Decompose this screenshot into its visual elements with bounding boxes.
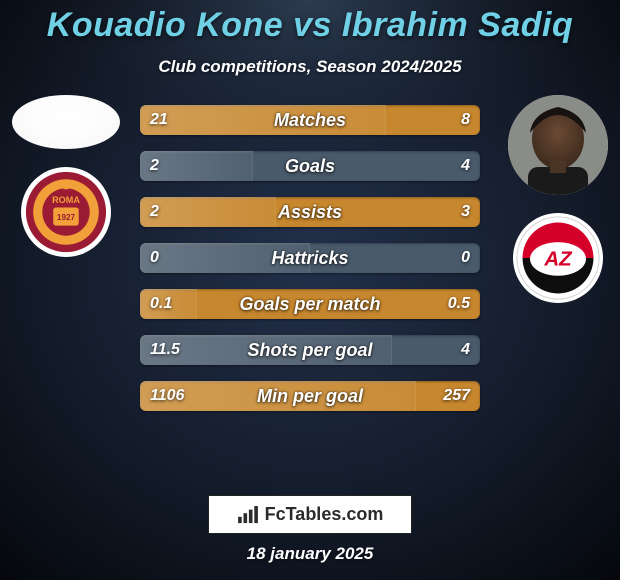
stat-bar: 0.1 0.5 Goals per match (140, 289, 480, 319)
stat-label: Goals (285, 156, 335, 177)
stat-row: 2 3 Assists (140, 197, 480, 227)
comparison-chart: ROMA 1927 (0, 95, 620, 495)
footer-date: 18 january 2025 (247, 544, 374, 564)
stat-value-left: 1106 (150, 387, 184, 405)
stat-row: 0 0 Hattricks (140, 243, 480, 273)
stat-value-left: 0 (150, 249, 159, 267)
stat-bar: 2 3 Assists (140, 197, 480, 227)
stat-label: Goals per match (239, 294, 380, 315)
stat-label: Hattricks (271, 248, 348, 269)
stat-row: 21 8 Matches (140, 105, 480, 135)
stat-row: 0.1 0.5 Goals per match (140, 289, 480, 319)
stat-label: Shots per goal (247, 340, 372, 361)
subtitle: Club competitions, Season 2024/2025 (158, 57, 461, 77)
brand-chart-icon (237, 506, 259, 524)
comparison-bars: 21 8 Matches 2 4 Goals 2 3 Assists 0 0 Hattricks 0.1… (140, 105, 480, 411)
stat-row: 2 4 Goals (140, 151, 480, 181)
stat-value-right: 0.5 (448, 295, 470, 313)
stat-value-right: 4 (461, 341, 470, 359)
svg-text:AZ: AZ (543, 247, 573, 270)
stat-label: Matches (274, 110, 346, 131)
player-photo-icon (508, 95, 608, 195)
svg-text:ROMA: ROMA (52, 195, 80, 205)
brand-text: FcTables.com (265, 504, 384, 525)
stat-value-right: 3 (461, 203, 470, 221)
az-badge-icon: AZ (516, 216, 600, 300)
player-left-club-badge: ROMA 1927 (21, 167, 111, 257)
stat-bar: 0 0 Hattricks (140, 243, 480, 273)
player-left-avatar (12, 95, 120, 149)
stat-bar: 1106 257 Min per goal (140, 381, 480, 411)
stat-value-left: 21 (150, 111, 168, 129)
right-player-column: AZ (508, 95, 608, 303)
stat-bar-fill (140, 197, 276, 227)
player-right-club-badge: AZ (513, 213, 603, 303)
stat-value-right: 0 (461, 249, 470, 267)
page-title: Kouadio Kone vs Ibrahim Sadiq (47, 6, 573, 45)
stat-label: Assists (278, 202, 342, 223)
roma-badge-icon: ROMA 1927 (25, 171, 107, 253)
stat-bar: 21 8 Matches (140, 105, 480, 135)
stat-value-left: 0.1 (150, 295, 172, 313)
player-right-avatar (508, 95, 608, 195)
stat-value-left: 2 (150, 157, 159, 175)
stat-value-left: 11.5 (150, 341, 180, 359)
stat-row: 1106 257 Min per goal (140, 381, 480, 411)
svg-text:1927: 1927 (57, 213, 76, 222)
stat-value-left: 2 (150, 203, 159, 221)
stat-row: 11.5 4 Shots per goal (140, 335, 480, 365)
left-player-column: ROMA 1927 (12, 95, 120, 257)
stat-value-right: 257 (443, 387, 470, 405)
brand-box: FcTables.com (208, 495, 413, 534)
stat-value-right: 8 (461, 111, 470, 129)
stat-bar-fill (140, 105, 386, 135)
stat-bar: 2 4 Goals (140, 151, 480, 181)
stat-label: Min per goal (257, 386, 363, 407)
stat-value-right: 4 (461, 157, 470, 175)
stat-bar: 11.5 4 Shots per goal (140, 335, 480, 365)
